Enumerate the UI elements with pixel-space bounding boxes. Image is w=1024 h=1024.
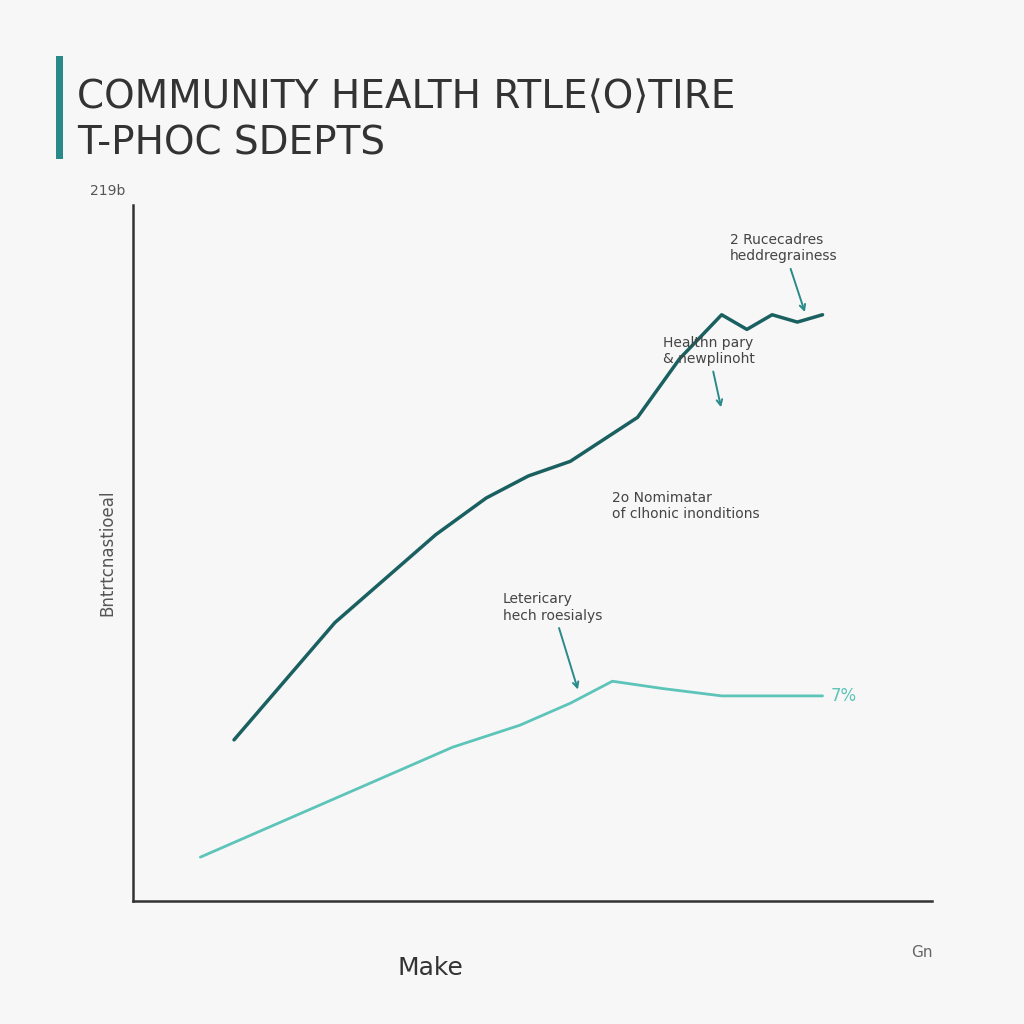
Text: T-PHOC SDEPTS: T-PHOC SDEPTS <box>77 124 385 163</box>
Text: 2 Rucecadres
heddregrainess: 2 Rucecadres heddregrainess <box>730 233 838 310</box>
Text: COMMUNITY HEALTH RTLE⟨O⟩TIRE: COMMUNITY HEALTH RTLE⟨O⟩TIRE <box>77 78 735 117</box>
Text: 219b: 219b <box>90 184 125 198</box>
Text: Gn: Gn <box>911 945 932 959</box>
Text: Healthn pary
& newplinoht: Healthn pary & newplinoht <box>663 336 755 406</box>
Text: Make: Make <box>397 955 463 980</box>
Text: 7%: 7% <box>830 687 857 705</box>
Text: Letericary
hech roesialys: Letericary hech roesialys <box>503 593 602 687</box>
Text: 2o Nomimatar
of clhonic inonditions: 2o Nomimatar of clhonic inonditions <box>612 490 760 521</box>
Y-axis label: Bntrtcnastioeal: Bntrtcnastioeal <box>98 489 117 616</box>
